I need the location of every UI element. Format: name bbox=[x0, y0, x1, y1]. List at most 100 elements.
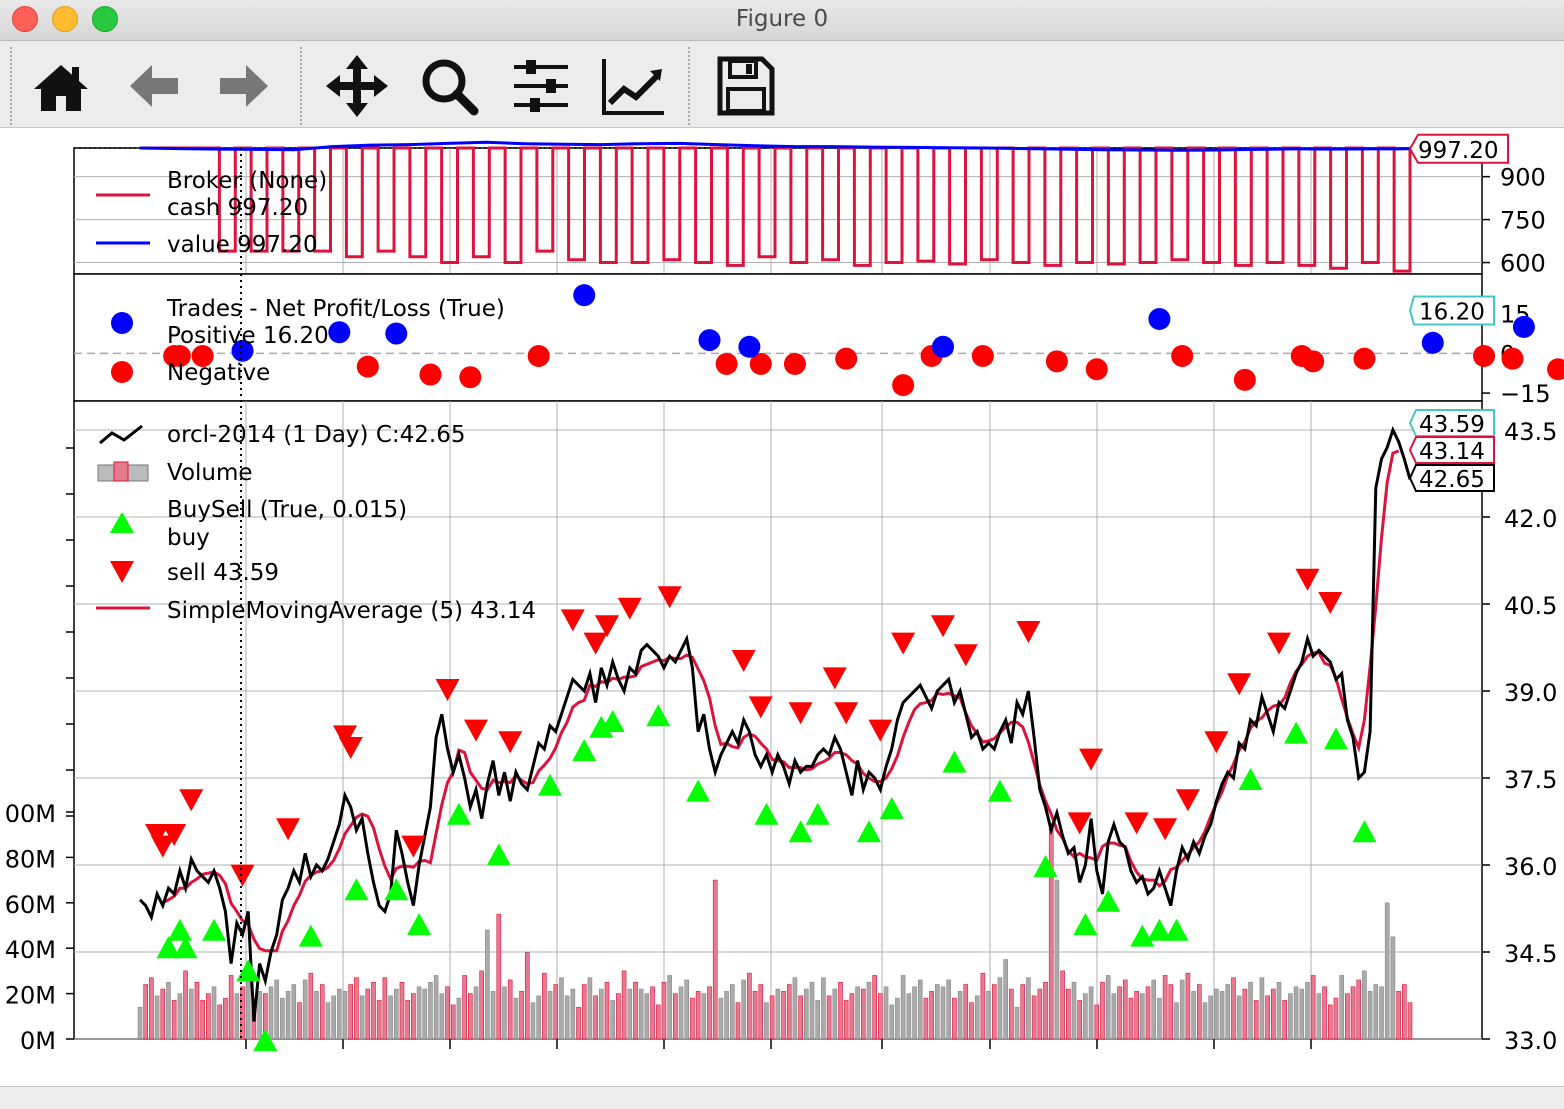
buy-marker bbox=[156, 936, 181, 959]
volume-bar bbox=[1248, 981, 1253, 1040]
volume-bar bbox=[1214, 988, 1219, 1040]
volume-bar bbox=[1316, 993, 1322, 1040]
volume-bar bbox=[513, 997, 519, 1040]
volume-bar bbox=[1174, 1002, 1179, 1040]
sell-marker bbox=[788, 702, 813, 725]
volume-bar bbox=[650, 986, 655, 1040]
volume-bar bbox=[661, 981, 667, 1040]
volume-bar bbox=[627, 988, 633, 1040]
volume-bar bbox=[1037, 988, 1043, 1040]
buy-marker bbox=[788, 820, 813, 843]
volume-bar bbox=[946, 979, 951, 1040]
volume-bar bbox=[496, 913, 502, 1040]
volume-bar bbox=[177, 993, 183, 1040]
volume-bar bbox=[821, 977, 826, 1040]
volume-bar bbox=[1379, 986, 1384, 1040]
price-ytick-label: 37.5 bbox=[1504, 766, 1557, 794]
price-ytick-label: 42.0 bbox=[1504, 505, 1557, 533]
line-chart-icon bbox=[602, 59, 664, 115]
buy-marker bbox=[167, 918, 192, 941]
sell-marker bbox=[657, 586, 682, 609]
legend-negative-label: Negative bbox=[167, 360, 270, 386]
volume-bar bbox=[935, 984, 940, 1040]
volume-bar bbox=[439, 993, 445, 1040]
arrow-left-icon bbox=[130, 65, 178, 107]
volume-bar bbox=[1407, 1002, 1413, 1040]
backtest-figure[interactable]: 900 750 600 Broker (None)cash 997.20 value 9… bbox=[0, 128, 1564, 1086]
volume-bar bbox=[1225, 984, 1231, 1040]
volume-bar bbox=[291, 984, 297, 1040]
close-price-line bbox=[138, 426, 1412, 1022]
volume-bar bbox=[1367, 991, 1373, 1040]
volume-bar bbox=[559, 977, 564, 1040]
legend-buy-label: buy bbox=[167, 525, 210, 551]
sell-marker bbox=[498, 731, 523, 754]
legend-volume-label: Volume bbox=[167, 460, 253, 486]
sell-marker bbox=[868, 719, 893, 742]
volume-bar bbox=[1094, 1004, 1100, 1040]
volume-bar bbox=[929, 991, 934, 1040]
volume-ytick-label: 80M bbox=[5, 845, 56, 873]
window-titlebar: Figure 0 bbox=[0, 0, 1564, 41]
negative-trade-marker bbox=[527, 345, 550, 368]
volume-bar bbox=[1288, 993, 1293, 1040]
volume-bar bbox=[872, 975, 877, 1040]
positive-trade-marker bbox=[1148, 307, 1171, 330]
volume-bar bbox=[809, 981, 815, 1040]
volume-bar bbox=[411, 993, 416, 1040]
volume-bar bbox=[245, 979, 251, 1040]
volume-bar bbox=[1043, 981, 1048, 1040]
back-button[interactable] bbox=[118, 51, 188, 121]
subplots-button[interactable] bbox=[506, 51, 576, 121]
volume-bar bbox=[485, 929, 490, 1040]
negative-trade-marker bbox=[1233, 368, 1256, 391]
volume-bar bbox=[997, 977, 1003, 1040]
sliders-icon bbox=[514, 60, 568, 112]
volume-bar bbox=[519, 991, 524, 1040]
negative-trade-marker bbox=[1501, 347, 1524, 370]
volume-bar bbox=[393, 988, 399, 1040]
volume-bar bbox=[507, 979, 513, 1040]
volume-bar bbox=[388, 995, 393, 1040]
minimize-window-button[interactable] bbox=[52, 6, 78, 32]
close-window-button[interactable] bbox=[12, 6, 38, 32]
figure-canvas[interactable]: 900 750 600 Broker (None) cash 997.20 value 9… bbox=[0, 128, 1564, 1086]
maximize-window-button[interactable] bbox=[92, 6, 118, 32]
zoom-button[interactable] bbox=[414, 51, 484, 121]
forward-button[interactable] bbox=[210, 51, 280, 121]
save-button[interactable] bbox=[710, 51, 780, 121]
price-value-tag bbox=[1408, 464, 1495, 492]
volume-bar bbox=[604, 981, 610, 1040]
buy-marker bbox=[600, 710, 625, 732]
volume-bar bbox=[200, 1000, 205, 1040]
volume-bar bbox=[143, 984, 148, 1040]
volume-bar bbox=[1065, 988, 1071, 1040]
buy-marker bbox=[942, 750, 967, 773]
trades-value-tag-label: 16.20 bbox=[1419, 300, 1485, 326]
volume-bar bbox=[308, 972, 314, 1040]
sell-marker bbox=[1153, 818, 1178, 841]
volume-bar bbox=[849, 993, 855, 1040]
volume-bar bbox=[826, 995, 832, 1040]
price-panel: 43.5 42.0 40.5 39.0 37.5 36.0 34.5 33.0 00M 80M 60… bbox=[5, 148, 1557, 1055]
volume-bar bbox=[268, 986, 274, 1040]
arrow-right-icon bbox=[220, 65, 268, 107]
volume-bar bbox=[365, 988, 371, 1040]
buy-marker bbox=[856, 820, 881, 843]
volume-bar bbox=[473, 986, 479, 1040]
sell-marker bbox=[230, 864, 255, 887]
volume-bar bbox=[707, 986, 712, 1040]
volume-bar bbox=[382, 977, 388, 1040]
negative-trade-marker bbox=[168, 345, 191, 368]
positive-trade-marker bbox=[1512, 315, 1535, 338]
volume-bar bbox=[354, 977, 359, 1040]
price-value-tag-label: 43.14 bbox=[1419, 439, 1485, 465]
volume-bar bbox=[798, 995, 803, 1040]
trades-value-tag bbox=[1408, 295, 1495, 326]
volume-bar bbox=[1122, 979, 1128, 1040]
home-button[interactable] bbox=[26, 51, 96, 121]
pan-button[interactable] bbox=[322, 51, 392, 121]
axes-edit-button[interactable] bbox=[598, 51, 668, 121]
sell-marker bbox=[162, 824, 187, 846]
price-ytick-label: 39.0 bbox=[1504, 679, 1557, 707]
